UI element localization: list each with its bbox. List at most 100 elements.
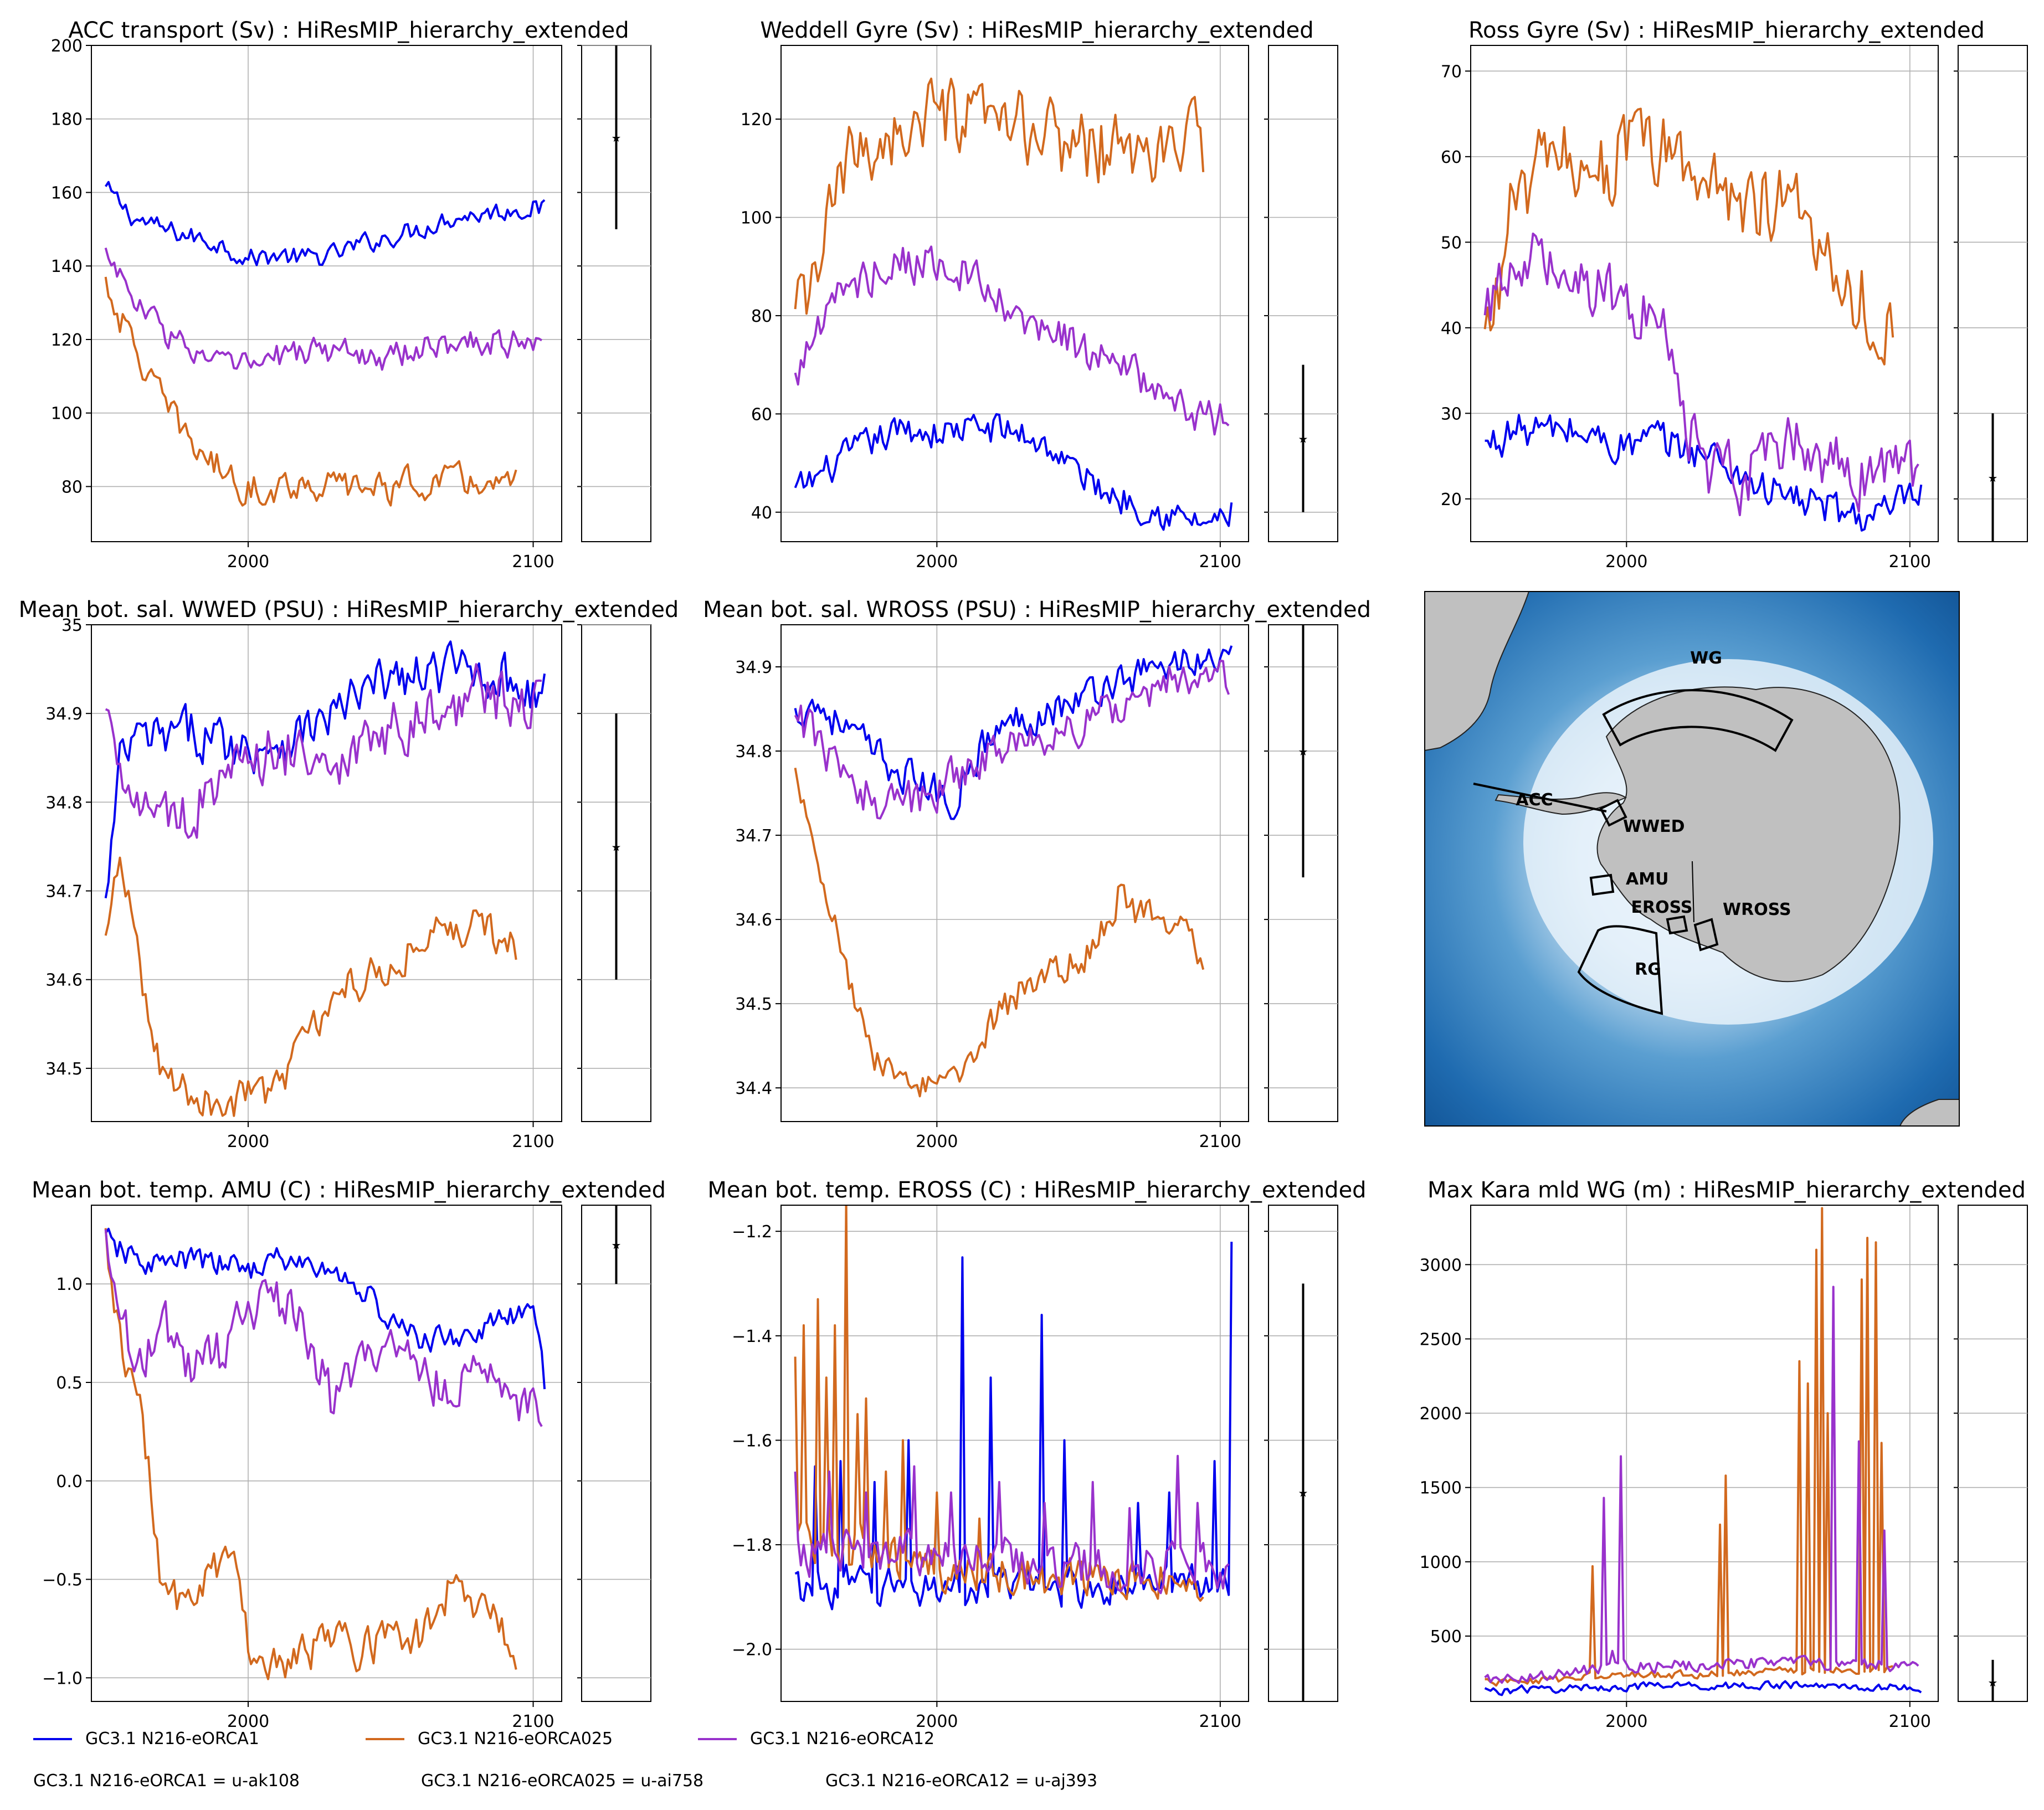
map-label-acc: ACC	[1516, 790, 1553, 810]
region-wross	[1693, 918, 1719, 952]
plot-frame	[1470, 1205, 1939, 1702]
y-tick-label: 60	[1441, 148, 1462, 167]
x-tick-label: 2000	[916, 1132, 958, 1151]
map-frame	[1424, 591, 1960, 1127]
series-line-1	[1485, 414, 1923, 532]
x-tick-label: 2100	[1199, 552, 1241, 572]
plot-frame	[91, 45, 562, 542]
y-tick-label: 1000	[1420, 1553, 1462, 1572]
x-tick-label: 2000	[227, 1712, 269, 1731]
chart-title: ACC transport (Sv) : HiResMIP_hierarchy_…	[68, 18, 629, 43]
x-tick-label: 2000	[227, 552, 269, 572]
series-line-3	[104, 1229, 543, 1427]
y-tick-label: 120	[51, 331, 83, 350]
series-line-1	[104, 640, 546, 898]
obs-mean-marker: ★	[1298, 745, 1308, 758]
series-line-2	[104, 856, 517, 1117]
y-tick-label: 34.7	[735, 826, 772, 846]
y-tick-label: 120	[741, 110, 772, 130]
y-tick-label: 34.8	[45, 793, 83, 813]
y-tick-label: 35	[61, 616, 83, 635]
y-tick-label: 34.7	[45, 882, 83, 902]
y-tick-label: 0.5	[56, 1374, 83, 1393]
y-tick-label: 1500	[1420, 1479, 1462, 1498]
x-tick-label: 2000	[1605, 1712, 1647, 1731]
series-line-2	[794, 78, 1205, 315]
chart-panel-6: 2000 2100 −1.0 −0.5 0.0 0.5 1.0 Mean bot. temp.…	[32, 1177, 666, 1731]
y-tick-label: 30	[1441, 404, 1462, 424]
plot-frame	[91, 1205, 562, 1702]
series-line-3	[105, 663, 542, 839]
map-content: WG ACC WWED AMU EROSS WROSS RG	[1425, 592, 1959, 1126]
y-tick-label: 180	[51, 110, 83, 130]
chart-title: Mean bot. sal. WWED (PSU) : HiResMIP_hie…	[19, 597, 679, 623]
y-tick-label: 80	[61, 477, 83, 497]
chart-title: Ross Gyre (Sv) : HiResMIP_hierarchy_exte…	[1468, 18, 1985, 43]
series-line-3	[1484, 1285, 1919, 1684]
x-tick-label: 2100	[512, 1712, 554, 1731]
region-wwed	[1599, 799, 1627, 827]
series-line-3	[794, 1454, 1230, 1595]
y-tick-label: 200	[51, 37, 83, 56]
obs-mean-marker: ★	[1298, 1487, 1308, 1500]
series-line-1	[1484, 1680, 1922, 1696]
legend-label-eorca025: GC3.1 N216-eORCA025	[418, 1729, 613, 1749]
series-line-3	[794, 659, 1230, 820]
obs-mean-marker: ★	[1298, 433, 1308, 446]
chart-panel-7: 2000 2100 −2.0 −1.8 −1.6 −1.4 −1.2 Mean bot. te…	[707, 1177, 1366, 1731]
y-tick-label: 500	[1430, 1627, 1462, 1647]
y-tick-label: 40	[1441, 319, 1462, 338]
antarctica-landmass	[1596, 686, 1901, 983]
y-tick-label: 2500	[1420, 1330, 1462, 1349]
y-tick-label: 34.4	[735, 1079, 772, 1098]
obs-panel-frame	[1958, 1205, 2028, 1702]
region-wg	[1602, 689, 1794, 752]
chart-title: Max Kara mld WG (m) : HiResMIP_hierarchy…	[1427, 1177, 2026, 1203]
plot-frame	[1470, 45, 1939, 542]
series-line-1	[794, 645, 1233, 820]
y-tick-label: 34.9	[735, 658, 772, 677]
series-line-3	[794, 245, 1230, 436]
series-line-2	[104, 1228, 517, 1680]
legend-label-eorca12: GC3.1 N216-eORCA12	[750, 1729, 935, 1749]
x-tick-label: 2100	[1199, 1712, 1241, 1731]
y-tick-label: 34.5	[735, 995, 772, 1014]
footnote-eorca12: GC3.1 N216-eORCA12 = u-aj393	[825, 1771, 1098, 1791]
y-tick-label: 140	[51, 257, 83, 276]
plot-frame	[780, 45, 1249, 542]
y-tick-label: 2000	[1420, 1405, 1462, 1424]
y-tick-label: 40	[751, 503, 772, 523]
y-tick-label: 100	[51, 404, 83, 424]
y-tick-label: 60	[751, 405, 772, 424]
legend-label-eorca1: GC3.1 N216-eORCA1	[85, 1729, 259, 1749]
region-eross	[1666, 915, 1688, 935]
y-tick-label: −1.6	[732, 1431, 772, 1451]
chart-panel-2: 2000 2100 40 60 80 100 120 Weddell Gyre (Sv) : …	[741, 18, 1338, 572]
chart-panel-3: 2000 2100 20 30 40 50 60 70 Ross Gyre (Sv) : HiR…	[1441, 18, 2028, 572]
series-line-1	[794, 413, 1233, 531]
chart-title: Weddell Gyre (Sv) : HiResMIP_hierarchy_e…	[760, 18, 1313, 43]
south-america	[1425, 592, 1530, 752]
chart-title: Mean bot. temp. AMU (C) : HiResMIP_hiera…	[32, 1177, 666, 1203]
obs-mean-marker: ★	[612, 131, 622, 145]
x-tick-label: 2100	[1199, 1132, 1241, 1151]
footnote-eorca025: GC3.1 N216-eORCA025 = u-ai758	[421, 1771, 704, 1791]
map-label-eross: EROSS	[1631, 898, 1693, 917]
map-label-rg: RG	[1635, 960, 1661, 979]
y-tick-label: −1.8	[732, 1536, 772, 1555]
map-label-wg: WG	[1690, 649, 1722, 668]
region-amu	[1589, 873, 1615, 896]
series-line-2	[1483, 107, 1894, 366]
map-label-wross: WROSS	[1723, 900, 1791, 919]
x-tick-label: 2000	[916, 1712, 958, 1731]
region-acc-line	[1473, 783, 1607, 813]
series-line-2	[794, 1205, 1204, 1602]
plot-frame	[780, 624, 1249, 1122]
y-tick-label: −1.4	[732, 1327, 772, 1346]
map-label-amu: AMU	[1626, 870, 1668, 889]
meridian-line	[1692, 861, 1694, 923]
plot-frame	[91, 624, 562, 1122]
plot-frame	[780, 1205, 1249, 1702]
x-tick-label: 2000	[1605, 552, 1647, 572]
